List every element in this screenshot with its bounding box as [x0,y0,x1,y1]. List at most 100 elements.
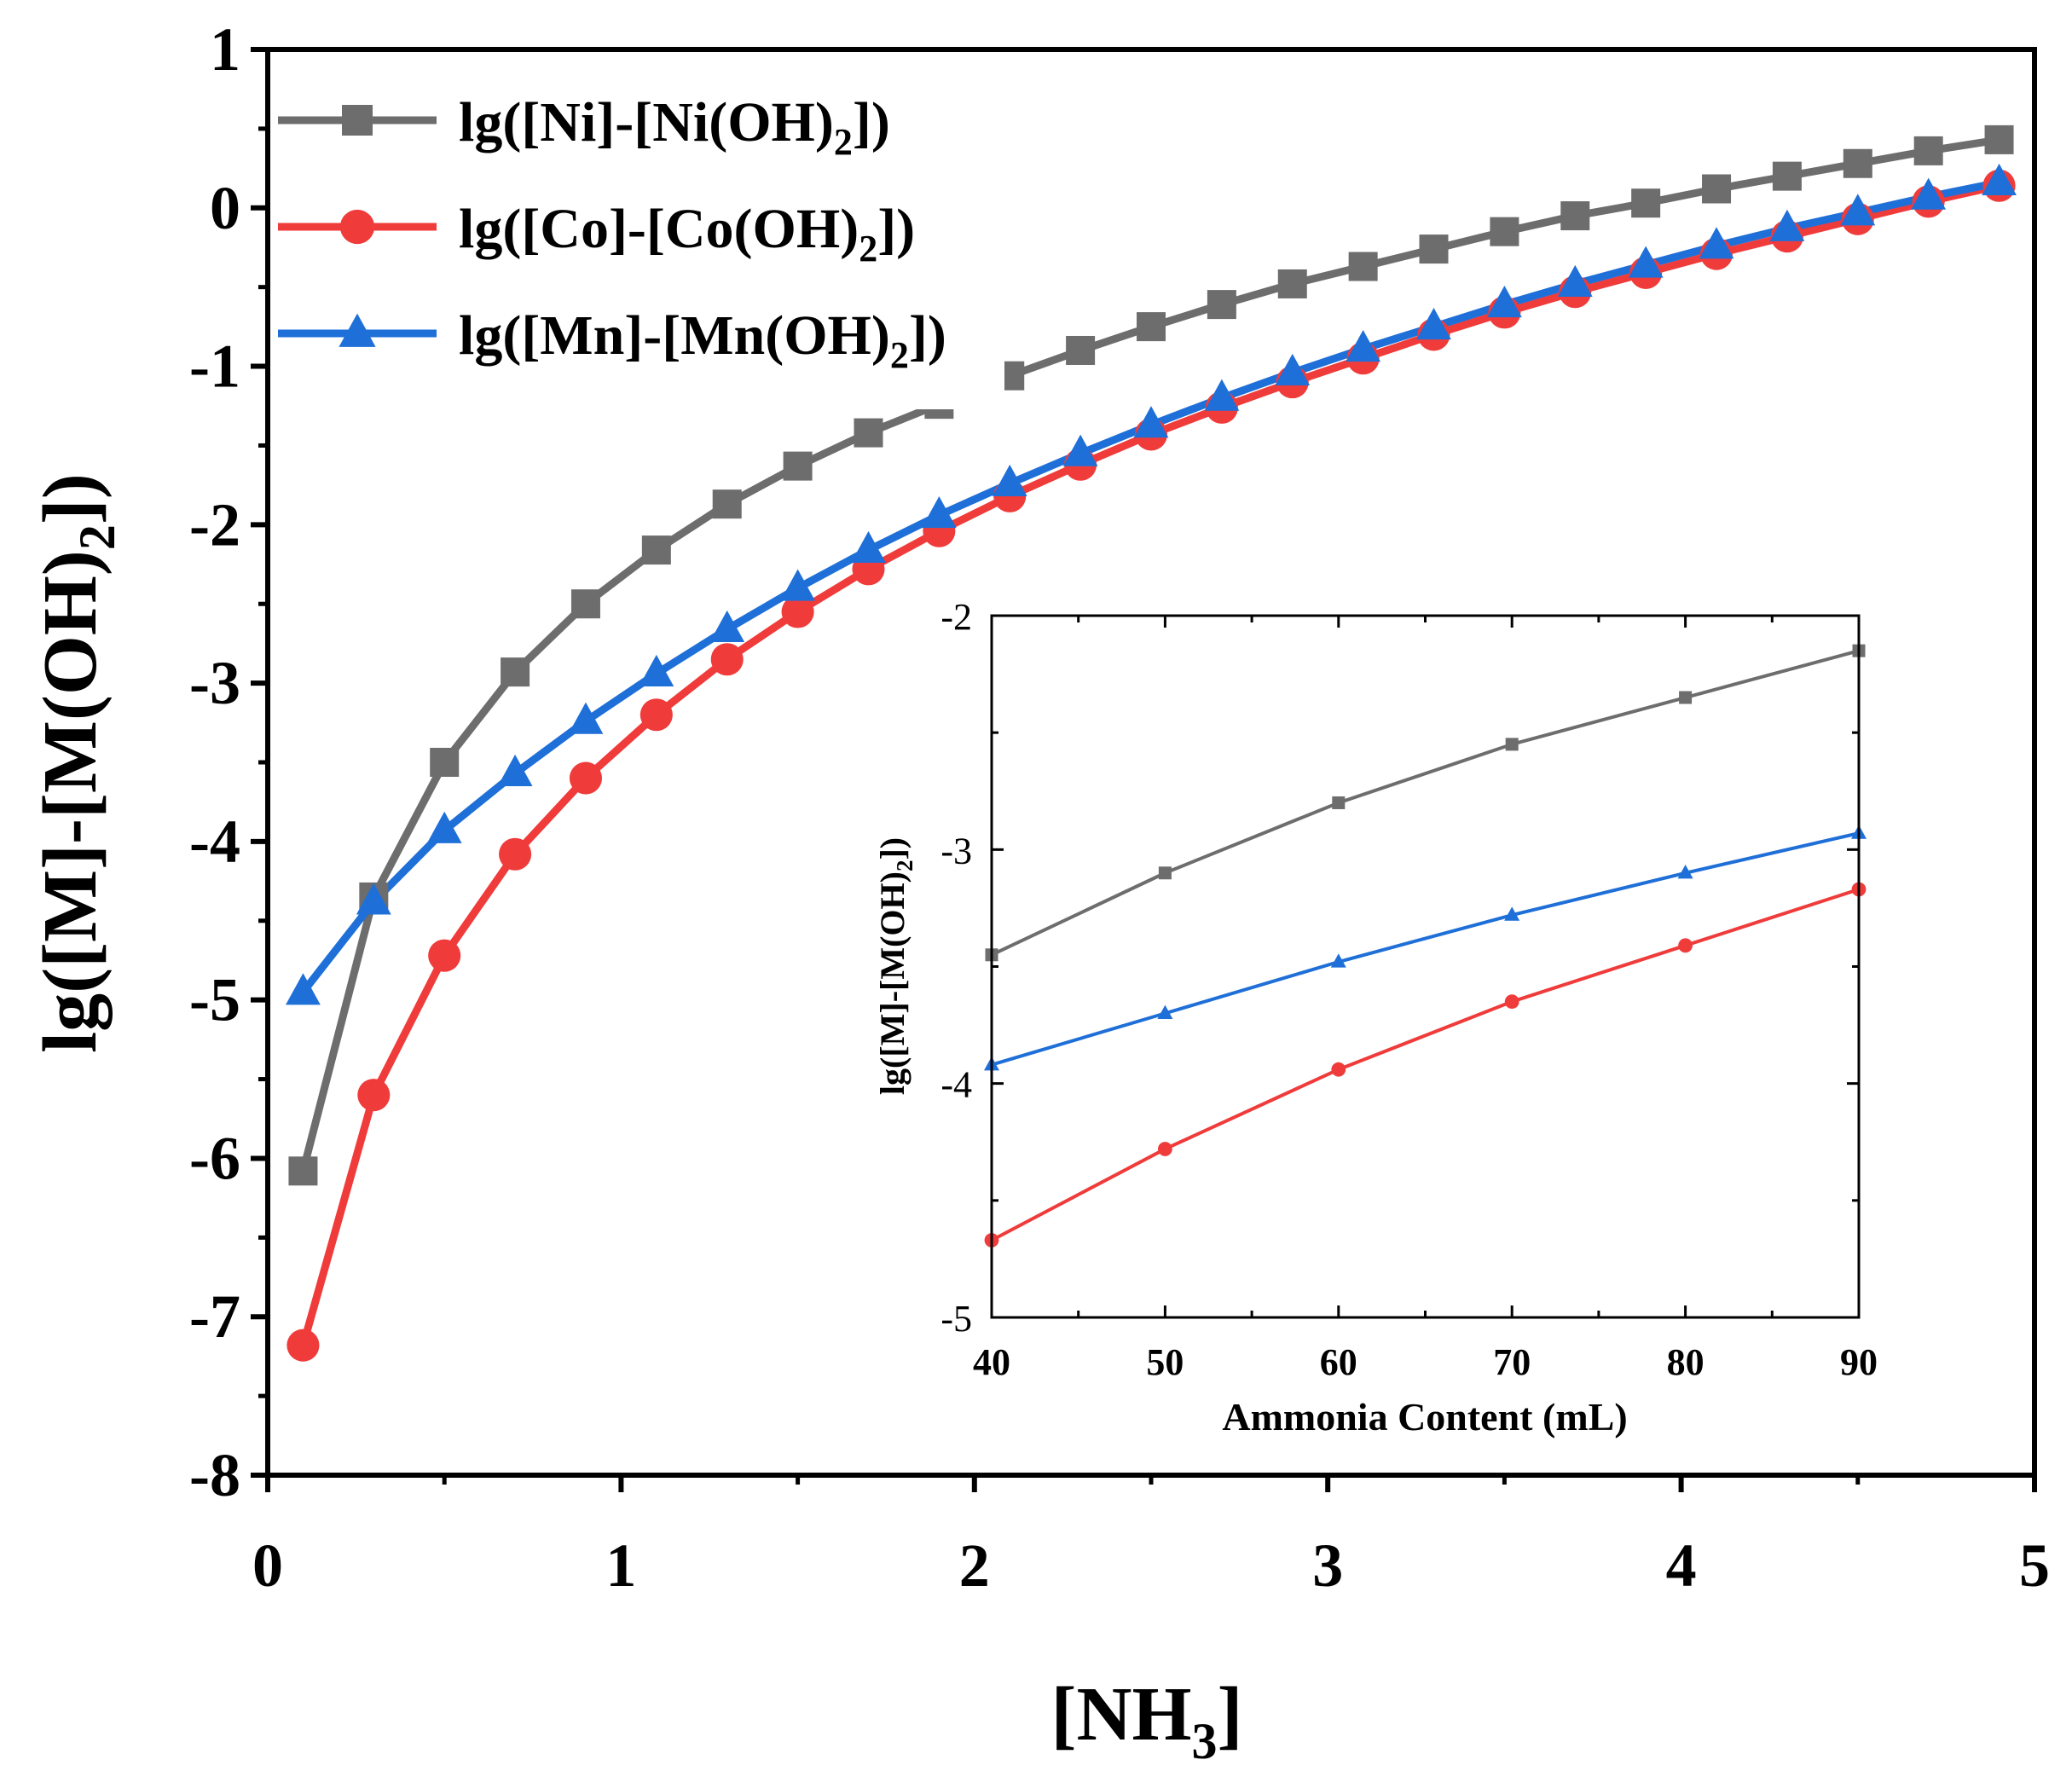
inset-x-tick-label: 70 [1493,1341,1531,1383]
legend-label: lg([Co]-[Co(OH)2]) [459,198,915,269]
legend-marker-triangle [339,313,376,347]
data-point-triangle [1346,329,1381,362]
data-point-circle [357,1079,391,1112]
data-point-circle [499,837,532,871]
legend-marker-square [342,105,373,136]
inset-x-tick-label: 50 [1146,1341,1184,1383]
y-tick-label: 0 [210,174,240,242]
legend-marker-circle [339,209,375,245]
inset-plot: -5 -4 -3 -2 40 50 60 70 80 90 Ammonia Content (mL)… [873,596,1878,1439]
data-point-square [1066,335,1096,365]
legend-item: lg([Ni]-[Ni(OH)2]) [278,91,890,163]
y-tick-label: -2 [189,490,240,559]
x-tick-label: 2 [959,1531,990,1600]
y-tick-label: 1 [210,15,240,84]
inset-y-axis-title: lg([M]-[M(OH)2]) [873,837,917,1095]
inset-data-point-square [1679,691,1693,704]
inset-data-point-square [1505,738,1519,751]
data-point-triangle [1275,353,1311,385]
inset-y-tick-label: -4 [941,1064,972,1106]
y-tick-label: -5 [189,966,240,1034]
y-axis-title: lg([M]-[M(OH)2]) [28,473,125,1053]
inset-y-tick-label: -5 [941,1298,972,1340]
inset-data-point-circle [1158,1142,1172,1156]
inset-data-point-circle [1331,1062,1346,1077]
inset-y-tick-label: -2 [941,596,972,638]
data-point-circle [781,595,814,628]
inset-data-point-triangle [1330,953,1346,968]
data-point-triangle [1840,194,1876,226]
data-point-square [288,1156,318,1186]
data-point-triangle [992,464,1027,497]
data-point-circle [710,643,744,676]
data-point-triangle [356,883,391,915]
inset-x-axis-title: Ammonia Content (mL) [1222,1395,1627,1439]
data-point-square [1207,290,1236,320]
inset-data-point-circle [1504,994,1519,1010]
data-point-square [854,418,883,448]
legend-item: lg([Mn]-[Mn(OH)2]) [278,304,946,376]
data-point-square [570,589,600,619]
data-point-triangle [568,702,604,734]
data-point-square [501,657,530,687]
data-point-triangle [709,610,745,642]
data-point-triangle [1699,227,1734,259]
data-point-triangle [851,530,886,564]
inset-background [992,616,1859,1317]
data-point-square [1277,269,1307,298]
data-point-circle [286,1329,320,1362]
data-point-triangle [1133,406,1169,438]
inset-series-line-triangle [991,831,1860,1067]
inset-data-point-triangle [1504,906,1520,921]
data-point-triangle [1204,379,1240,411]
data-point-square [1702,174,1732,204]
inset-series-line-square [991,649,1860,957]
legend: lg([Ni]-[Ni(OH)2]) lg([Co]-[Co(OH)2]) lg([… [271,72,1004,409]
x-tick-label: 4 [1666,1531,1697,1600]
data-point-triangle [1416,307,1451,340]
inset-y-tick-label: -3 [941,830,972,871]
data-point-circle [569,761,603,795]
data-point-square [1772,161,1802,191]
data-point-square [1137,312,1166,342]
y-tick-label: -7 [189,1282,240,1351]
inset-x-tick-label: 90 [1840,1341,1878,1383]
data-point-triangle [1911,177,1947,210]
legend-item: lg([Co]-[Co(OH)2]) [278,198,915,269]
x-tick-label: 5 [2019,1531,2050,1600]
data-point-square [1560,201,1590,231]
data-point-triangle [1062,434,1098,466]
y-tick-label: -8 [189,1441,240,1509]
data-point-circle [428,939,461,972]
data-point-square [1913,136,1943,165]
x-tick-label: 0 [252,1531,283,1600]
x-tick-label: 3 [1312,1531,1343,1600]
inset-series-line-circle [991,888,1860,1242]
data-point-triangle [639,654,674,686]
inset-data-point-square [1158,866,1172,880]
inset-data-point-circle [1678,938,1693,953]
x-tick-label: 1 [605,1531,636,1600]
data-point-square [1631,188,1661,218]
data-point-triangle [497,754,533,786]
inset-x-tick-label: 60 [1320,1341,1357,1383]
data-point-square [641,535,671,565]
data-point-square [1348,252,1378,281]
legend-label: lg([Ni]-[Ni(OH)2]) [459,91,890,163]
data-point-triangle [1982,163,2017,196]
data-point-square [1490,217,1519,246]
data-point-triangle [1557,264,1593,297]
y-tick-label: -4 [189,808,240,876]
data-point-triangle [1487,285,1522,318]
data-point-triangle [1769,209,1805,241]
y-tick-label: -1 [189,333,240,401]
data-point-square [783,451,813,481]
y-tick-label: -3 [189,649,240,717]
data-point-square [1984,124,2014,154]
main-plot: lg([Ni]-[Ni(OH)2]) lg([Co]-[Co(OH)2]) lg([… [28,15,2050,1769]
inset-x-tick-label: 40 [973,1341,1010,1383]
data-point-circle [640,698,673,732]
data-point-triangle [426,811,462,843]
